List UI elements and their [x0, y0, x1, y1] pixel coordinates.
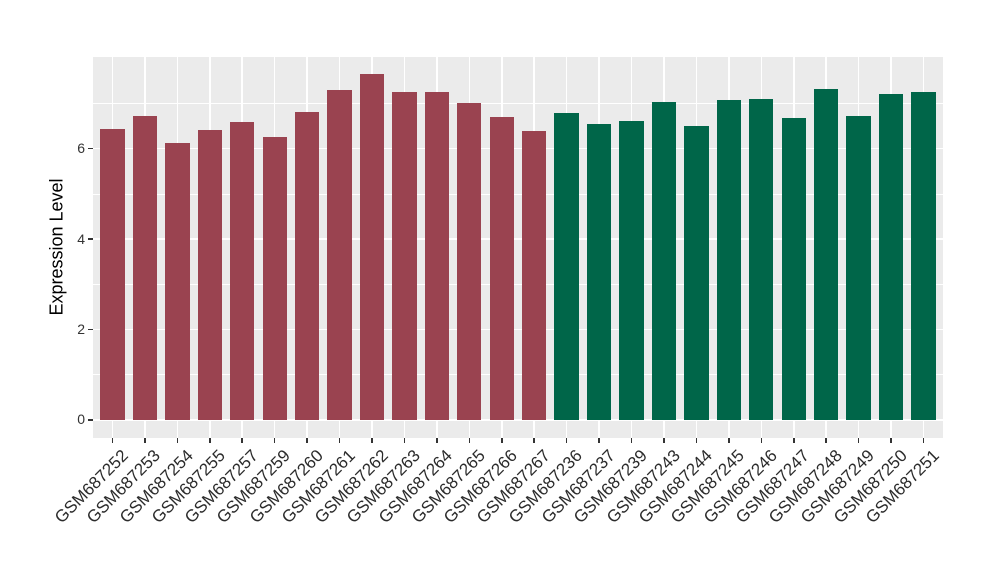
y-gridline-minor	[93, 103, 943, 104]
x-tick-mark	[209, 438, 211, 443]
x-tick-mark	[241, 438, 243, 443]
bar-GSM687257	[230, 122, 255, 420]
bar-GSM687259	[262, 137, 287, 420]
x-tick-mark	[728, 438, 730, 443]
x-tick-mark	[436, 438, 438, 443]
bar-GSM687262	[359, 74, 385, 420]
x-tick-mark	[501, 438, 503, 443]
bar-GSM687254	[165, 142, 190, 420]
x-tick-mark	[922, 438, 925, 443]
bar-GSM687239	[619, 121, 644, 420]
x-tick-mark	[793, 438, 795, 443]
x-tick-mark	[630, 438, 633, 443]
x-tick-mark	[306, 438, 308, 443]
y-tick-label: 6	[77, 140, 85, 157]
y-gridline-minor	[93, 374, 943, 376]
y-gridline-minor	[93, 283, 943, 285]
x-tick-mark	[890, 438, 892, 443]
x-tick-mark	[338, 438, 341, 443]
y-gridline-major	[93, 238, 943, 240]
bar-GSM687243	[651, 102, 677, 420]
bar-GSM687261	[327, 89, 352, 420]
x-tick-mark	[663, 438, 665, 443]
bar-GSM687244	[684, 126, 709, 420]
x-tick-mark	[176, 438, 179, 443]
x-tick-mark	[825, 438, 827, 443]
plot-panel	[93, 57, 943, 438]
y-gridline-major	[93, 328, 943, 331]
bar-GSM687266	[489, 117, 514, 420]
y-tick-mark	[88, 328, 93, 331]
y-gridline-major	[93, 147, 943, 150]
x-tick-mark	[857, 438, 860, 443]
bar-GSM687247	[781, 118, 806, 420]
bar-GSM687246	[749, 99, 774, 420]
bar-GSM687245	[716, 99, 742, 420]
y-tick-label: 2	[77, 321, 85, 338]
bar-GSM687248	[814, 89, 839, 420]
x-tick-mark	[273, 438, 276, 443]
y-tick-label: 4	[77, 230, 85, 247]
bar-GSM687236	[554, 112, 579, 420]
x-tick-mark	[760, 438, 763, 443]
bar-GSM687267	[522, 131, 547, 420]
bar-GSM687237	[586, 124, 612, 420]
bar-GSM687252	[100, 128, 125, 420]
bar-GSM687263	[392, 92, 417, 420]
x-tick-mark	[144, 438, 146, 443]
x-tick-mark	[565, 438, 568, 443]
y-tick-mark	[88, 238, 93, 240]
y-tick-mark	[88, 419, 93, 421]
x-tick-mark	[111, 438, 114, 443]
x-tick-mark	[598, 438, 600, 443]
y-tick-label: 0	[77, 411, 85, 428]
x-tick-mark	[533, 438, 535, 443]
y-gridline-minor	[93, 193, 943, 195]
bar-GSM687260	[294, 111, 320, 420]
bar-GSM687250	[878, 93, 904, 420]
y-tick-mark	[88, 147, 93, 150]
bar-GSM687264	[424, 92, 450, 420]
x-tick-mark	[468, 438, 471, 443]
y-gridline-major	[93, 419, 943, 421]
x-tick-mark	[403, 438, 406, 443]
x-tick-mark	[695, 438, 698, 443]
bar-GSM687255	[197, 129, 222, 420]
bar-GSM687249	[846, 115, 871, 420]
x-tick-mark	[371, 438, 373, 443]
bar-GSM687265	[457, 102, 482, 420]
bar-GSM687251	[911, 91, 936, 420]
bar-GSM687253	[132, 116, 158, 420]
